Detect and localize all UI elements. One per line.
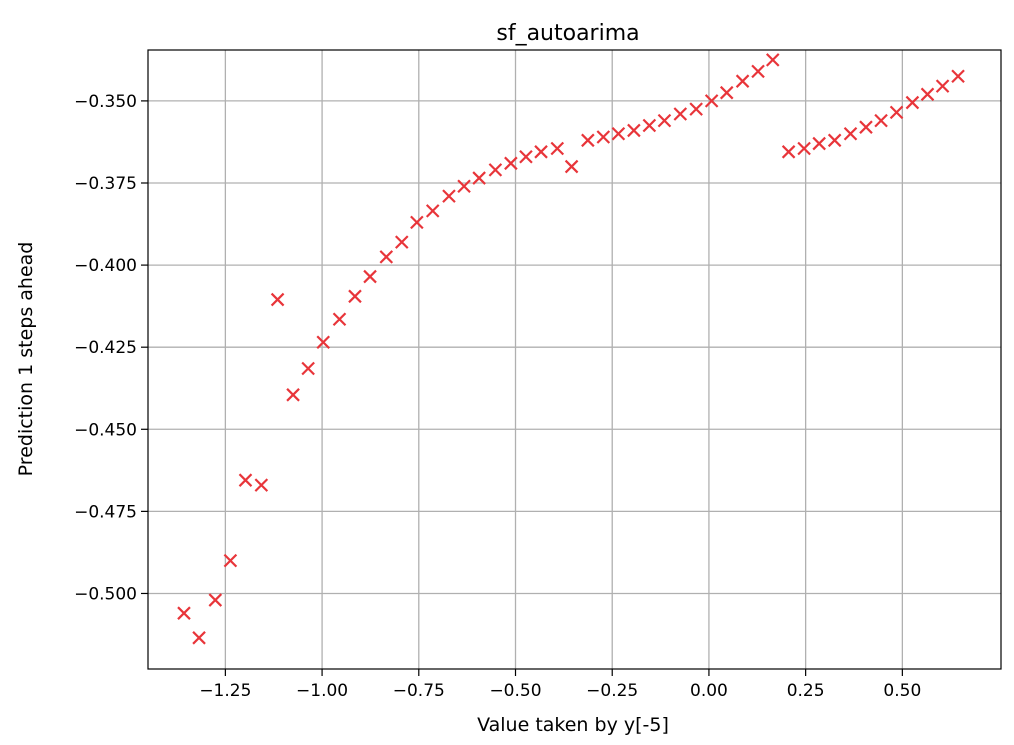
data-point-marker bbox=[301, 361, 315, 376]
data-point-marker bbox=[951, 69, 965, 84]
grid-lines bbox=[148, 50, 1001, 669]
data-point-marker bbox=[905, 95, 920, 110]
data-point-marker bbox=[765, 53, 780, 67]
x-tick-label: 0.50 bbox=[883, 681, 921, 701]
y-tick-label: −0.400 bbox=[74, 256, 137, 276]
data-point-marker bbox=[223, 553, 238, 568]
data-point-marker bbox=[797, 141, 811, 156]
data-point-marker bbox=[642, 118, 657, 133]
data-point-marker bbox=[889, 105, 904, 120]
data-point-marker bbox=[843, 126, 858, 141]
data-point-marker bbox=[442, 189, 456, 203]
data-point-marker bbox=[488, 163, 503, 177]
data-point-marker bbox=[627, 123, 641, 138]
data-point-marker bbox=[827, 133, 842, 148]
y-tick-label: −0.350 bbox=[74, 92, 137, 112]
data-point-marker bbox=[472, 171, 486, 185]
data-point-marker bbox=[550, 141, 565, 156]
axis-ticks: −1.25 −1.00 −0.75 −0.50 −0.25 0.00 0.25 0.50 −0.… bbox=[74, 92, 921, 701]
data-point-marker bbox=[348, 289, 362, 304]
chart-title: sf_autoarima bbox=[496, 21, 639, 46]
data-point-marker bbox=[812, 136, 826, 151]
data-point-marker bbox=[719, 85, 734, 100]
data-point-marker bbox=[410, 215, 424, 230]
data-point-marker bbox=[379, 250, 394, 264]
x-axis-label: Value taken by y[-5] bbox=[477, 714, 669, 736]
x-tick-label: −1.25 bbox=[199, 681, 251, 701]
data-points bbox=[177, 53, 965, 645]
plot-frame bbox=[147, 49, 1002, 670]
x-tick-label: −0.25 bbox=[586, 681, 638, 701]
data-point-marker bbox=[534, 145, 548, 159]
data-point-marker bbox=[192, 631, 206, 645]
data-point-marker bbox=[935, 79, 950, 93]
data-point-marker bbox=[704, 94, 719, 108]
data-point-marker bbox=[581, 133, 595, 148]
data-point-marker bbox=[332, 312, 347, 327]
data-point-marker bbox=[564, 159, 579, 174]
y-tick-label: −0.425 bbox=[74, 338, 137, 358]
data-point-marker bbox=[394, 235, 409, 249]
data-point-marker bbox=[657, 113, 672, 128]
data-point-marker bbox=[457, 179, 471, 194]
y-tick-label: −0.500 bbox=[74, 584, 137, 604]
data-point-marker bbox=[270, 292, 285, 307]
y-tick-label: −0.375 bbox=[74, 174, 137, 194]
y-axis-label: Prediction 1 steps ahead bbox=[15, 242, 37, 477]
data-point-marker bbox=[781, 145, 796, 159]
data-point-marker bbox=[874, 113, 888, 128]
y-tick-label: −0.450 bbox=[74, 420, 137, 440]
data-point-marker bbox=[254, 478, 269, 492]
data-point-marker bbox=[673, 107, 688, 121]
data-point-marker bbox=[859, 120, 873, 134]
data-point-marker bbox=[611, 126, 626, 141]
data-point-marker bbox=[504, 156, 518, 171]
data-point-marker bbox=[425, 204, 440, 218]
data-point-marker bbox=[238, 473, 253, 487]
data-point-marker bbox=[208, 593, 223, 607]
data-point-marker bbox=[751, 64, 765, 79]
data-point-marker bbox=[363, 269, 377, 284]
x-tick-label: −0.50 bbox=[489, 681, 541, 701]
data-point-marker bbox=[177, 606, 191, 620]
data-point-marker bbox=[596, 130, 611, 144]
x-tick-label: −0.75 bbox=[393, 681, 445, 701]
y-tick-label: −0.475 bbox=[74, 502, 137, 522]
data-point-marker bbox=[689, 102, 703, 116]
x-tick-label: 0.25 bbox=[787, 681, 825, 701]
data-point-marker bbox=[920, 87, 935, 102]
data-point-marker bbox=[316, 335, 331, 350]
data-point-marker bbox=[286, 388, 300, 402]
x-tick-label: 0.00 bbox=[690, 681, 728, 701]
x-tick-label: −1.00 bbox=[296, 681, 348, 701]
data-point-marker bbox=[519, 149, 533, 164]
data-point-marker bbox=[735, 74, 750, 88]
